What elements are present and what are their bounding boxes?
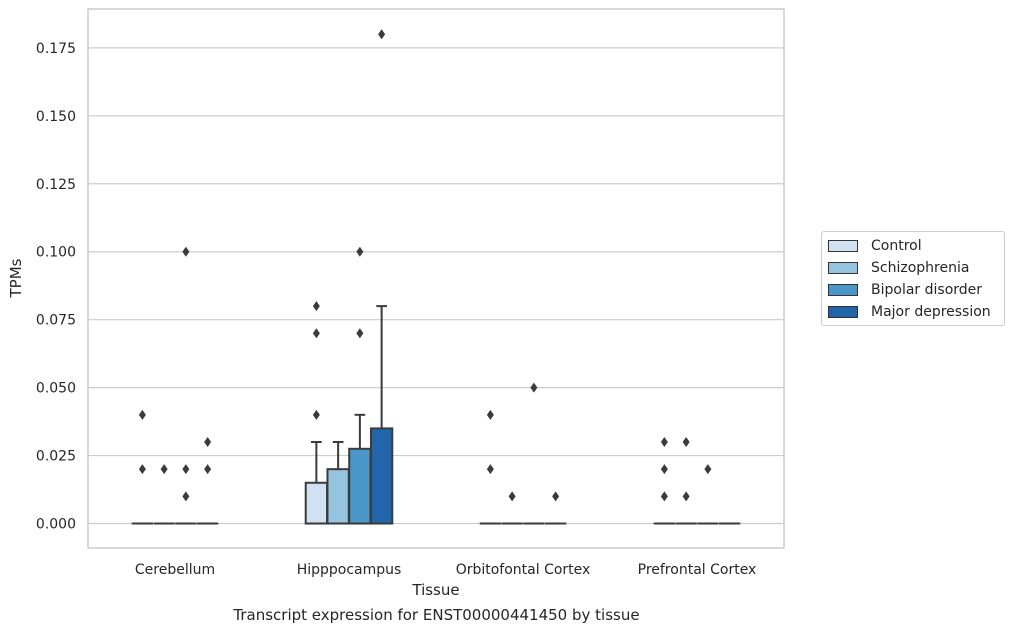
y-tick-label: 0.025: [36, 449, 76, 465]
outlier-point: [160, 464, 168, 475]
x-tick-label: Cerebellum: [135, 562, 215, 578]
legend-item-schizophrenia: Schizophrenia: [828, 260, 969, 276]
x-tick-label: Hipppocampus: [297, 562, 402, 578]
legend-item-control: Control: [828, 238, 922, 254]
outlier-point: [182, 464, 190, 475]
outlier-point: [356, 246, 364, 257]
outlier-point: [486, 409, 494, 420]
y-tick-label: 0.175: [36, 41, 76, 57]
outlier-point: [182, 246, 190, 257]
legend: Control Schizophrenia Bipolar disorder M…: [821, 231, 1005, 326]
outlier-point: [682, 436, 690, 447]
outlier-point: [312, 328, 320, 339]
outlier-point: [312, 301, 320, 312]
outlier-point: [486, 464, 494, 475]
y-tick-label: 0.125: [36, 177, 76, 193]
legend-item-bipolar-disorder: Bipolar disorder: [828, 282, 982, 298]
y-axis-title: TPMs: [7, 258, 25, 298]
outlier-point: [378, 29, 386, 40]
outlier-point: [660, 436, 668, 447]
x-tick-label: Prefrontal Cortex: [638, 562, 757, 578]
outlier-point: [204, 464, 212, 475]
outlier-point: [312, 409, 320, 420]
y-axis-ticks: 0.000 0.025 0.050 0.075 0.100 0.125 0.150 0.175: [36, 41, 76, 533]
x-axis-title: Tissue: [411, 581, 459, 599]
legend-item-major-depression: Major depression: [828, 304, 991, 320]
outlier-point: [204, 436, 212, 447]
box-plot: 0.000 0.025 0.050 0.075 0.100 0.125 0.150 0.175…: [7, 8, 785, 599]
outlier-point: [660, 464, 668, 475]
outlier-point: [660, 491, 668, 502]
outlier-point: [704, 464, 712, 475]
x-axis-ticks: Cerebellum Hipppocampus Orbitofontal Corte…: [135, 562, 756, 578]
legend-swatch-bipolar-disorder: [828, 284, 858, 296]
legend-swatch-schizophrenia: [828, 262, 858, 274]
outlier-point: [138, 409, 146, 420]
y-tick-label: 0.075: [36, 313, 76, 329]
legend-label-bipolar-disorder: Bipolar disorder: [871, 282, 983, 298]
grid-lines: [88, 47, 784, 525]
x-tick-label: Orbitofontal Cortex: [456, 562, 591, 578]
outlier-point: [182, 491, 190, 502]
outlier-point: [138, 464, 146, 475]
legend-label-schizophrenia: Schizophrenia: [871, 260, 970, 276]
outlier-point: [682, 491, 690, 502]
y-tick-label: 0.100: [36, 245, 76, 261]
y-tick-label: 0.000: [36, 517, 76, 533]
legend-label-major-depression: Major depression: [871, 304, 991, 320]
box-series: [131, 29, 741, 525]
outlier-point: [356, 328, 364, 339]
legend-swatch-control: [828, 240, 858, 252]
box: [348, 447, 372, 525]
figure-caption: Transcript expression for ENST0000044145…: [233, 606, 640, 624]
legend-swatch-major-depression: [828, 306, 858, 318]
legend-label-control: Control: [871, 238, 922, 254]
outlier-point: [552, 491, 560, 502]
box: [304, 481, 329, 525]
y-tick-label: 0.150: [36, 109, 76, 125]
outlier-point: [508, 491, 516, 502]
box: [326, 468, 350, 525]
box: [369, 427, 394, 525]
plot-frame: [87, 8, 785, 549]
outlier-point: [530, 382, 538, 393]
y-tick-label: 0.050: [36, 381, 76, 397]
